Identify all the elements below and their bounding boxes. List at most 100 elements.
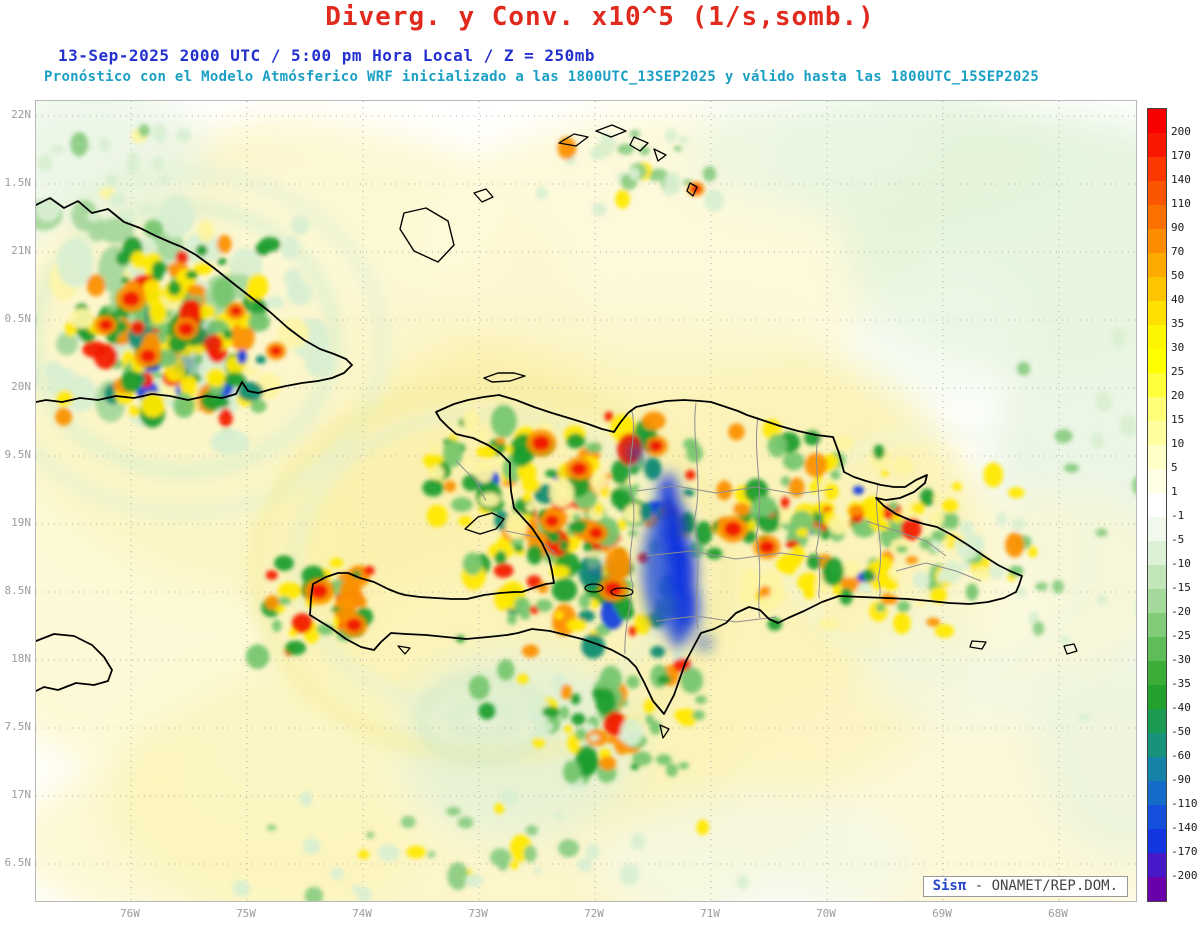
field-speckle <box>98 218 134 244</box>
field-speckle <box>549 478 575 508</box>
field-speckle <box>630 832 646 850</box>
divergence-red-core <box>122 291 140 307</box>
field-speckle <box>230 320 255 353</box>
field-speckle <box>577 857 593 872</box>
convergence-blue-blob <box>697 636 711 650</box>
field-speckle <box>830 469 841 480</box>
colorbar-tick-label: -40 <box>1171 701 1191 714</box>
field-speckle <box>767 617 782 631</box>
field-speckle <box>804 453 828 478</box>
field-speckle <box>583 541 594 553</box>
y-axis-tick-label: 7.5N <box>4 720 32 733</box>
x-axis-tick-label: 75W <box>236 907 256 920</box>
y-axis-tick-label: 0.5N <box>4 312 32 325</box>
field-speckle <box>1005 532 1025 558</box>
province-borders <box>455 402 982 655</box>
colorbar-tick-label: 35 <box>1171 317 1185 330</box>
field-speckle <box>611 459 630 485</box>
province-line <box>865 520 947 557</box>
field-speckle <box>911 502 925 515</box>
field-speckle <box>1032 621 1045 636</box>
field-speckle <box>70 308 94 329</box>
subtitle-model-run: Pronóstico con el Modelo Atmósferico WRF… <box>44 69 1040 85</box>
field-speckle <box>465 873 484 888</box>
field-speckle <box>86 274 106 297</box>
field-speckle <box>265 570 278 581</box>
field-speckle <box>193 261 213 275</box>
colorbar-tick-label: 200 <box>1171 125 1191 138</box>
field-speckle <box>291 613 313 634</box>
field-speckle <box>758 596 777 612</box>
field-speckle <box>511 445 532 467</box>
field-speckle <box>71 199 98 231</box>
field-speckle <box>551 578 578 602</box>
colorbar-segment <box>1148 493 1166 517</box>
field-speckle <box>56 389 74 406</box>
field-speckle <box>657 674 672 685</box>
field-speckle <box>330 867 344 880</box>
field-speckle <box>557 136 577 160</box>
colorbar-tick-label: -20 <box>1171 605 1191 618</box>
field-speckle <box>674 709 689 721</box>
field-speckle <box>559 706 570 720</box>
field-speckle <box>566 433 585 449</box>
field-wash <box>216 131 516 311</box>
field-speckle <box>422 479 444 497</box>
divergence-red-core <box>178 322 194 336</box>
field-speckle <box>422 453 442 469</box>
field-speckle <box>109 192 126 208</box>
field-speckle <box>463 552 483 576</box>
field-speckle <box>590 471 608 490</box>
field-speckle <box>945 512 959 530</box>
field-speckle <box>148 299 167 325</box>
field-speckle <box>930 586 948 604</box>
credit-badge: Sisπ - ONAMET/REP.DOM. <box>922 876 1128 897</box>
field-speckle <box>131 320 145 335</box>
field-speckle <box>158 194 195 239</box>
field-speckle <box>427 851 436 858</box>
colorbar-tick-label: 20 <box>1171 389 1185 402</box>
lake-azuei <box>584 583 604 593</box>
credit-text: - ONAMET/REP.DOM. <box>966 878 1118 894</box>
field-speckle <box>650 645 665 658</box>
field-speckle <box>951 482 963 491</box>
field-speckle <box>893 612 911 635</box>
field-speckle <box>317 624 326 630</box>
colorbar-tick-label: 110 <box>1171 197 1191 210</box>
field-speckle <box>529 697 550 727</box>
field-speckle <box>548 531 561 544</box>
field-speckle <box>187 284 206 297</box>
field-speckle <box>152 157 164 171</box>
field-speckle <box>880 469 890 477</box>
field-speckle <box>649 720 662 735</box>
convergence-blue-blob <box>179 357 193 369</box>
field-speckle <box>525 502 534 512</box>
field-speckle <box>1052 579 1064 594</box>
colorbar-segment <box>1148 157 1166 181</box>
field-speckle <box>897 600 911 613</box>
field-speckle <box>780 496 790 510</box>
field-speckle <box>664 188 673 196</box>
colorbar-tick-label: 10 <box>1171 437 1185 450</box>
field-speckle <box>685 469 696 480</box>
field-speckle <box>474 459 494 483</box>
field-speckle <box>890 570 900 581</box>
field-speckle <box>752 496 777 517</box>
colorbar-segment <box>1148 133 1166 157</box>
divergence-red-core <box>310 583 328 599</box>
colorbar-tick-label: 5 <box>1171 461 1178 474</box>
field-speckle <box>259 237 281 252</box>
field-speckle <box>575 728 587 741</box>
field-speckle <box>702 166 717 182</box>
colorbar-segment <box>1148 205 1166 229</box>
province-line <box>635 485 834 495</box>
field-speckle <box>797 572 820 592</box>
field-speckle <box>358 849 370 860</box>
great-inagua-island <box>399 207 455 263</box>
x-axis-tick-label: 74W <box>352 907 372 920</box>
field-speckle <box>959 520 974 536</box>
field-wash <box>851 261 1031 401</box>
field-speckle <box>119 209 135 222</box>
field-speckle <box>900 517 922 541</box>
